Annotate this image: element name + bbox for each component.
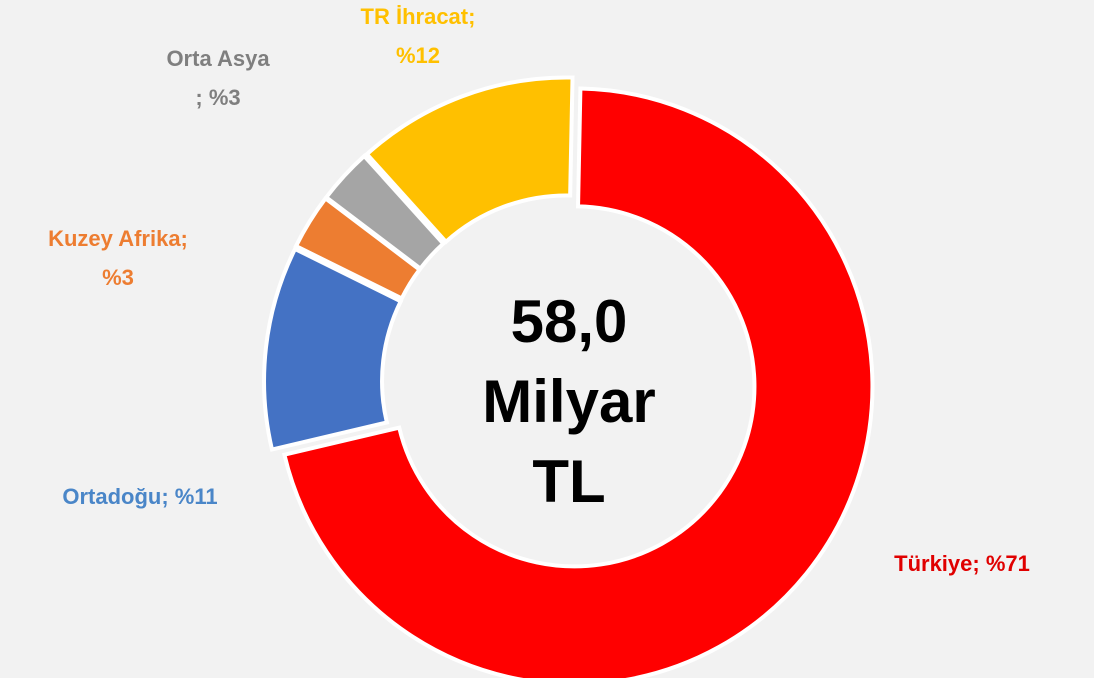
data-label: %12 [396,43,440,68]
data-label: ; %3 [195,85,240,110]
data-label: Kuzey Afrika; [48,226,188,251]
slice [364,75,575,245]
center-label: Milyar [482,368,655,435]
data-label: Orta Asya [166,46,270,71]
center-label: TL [532,448,605,515]
data-label: Türkiye; %71 [894,551,1030,576]
center-label: 58,0 [511,288,628,355]
slice [323,153,447,272]
slice [262,246,404,452]
data-label: %3 [102,265,134,290]
data-label: Ortadoğu; %11 [62,484,217,509]
slice [281,86,875,678]
data-label: TR İhracat; [361,4,476,29]
